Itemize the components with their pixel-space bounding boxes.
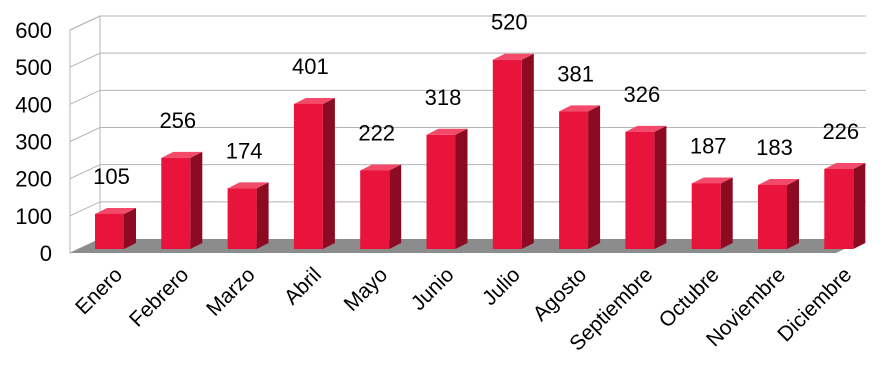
- category-label: Octubre: [655, 263, 724, 332]
- bar-side: [455, 128, 468, 249]
- category-label: Febrero: [125, 263, 193, 331]
- data-label: 226: [822, 119, 859, 144]
- y-tick-label: 500: [15, 55, 52, 80]
- bar: [559, 105, 601, 250]
- bar-top: [293, 97, 335, 104]
- gridline: [69, 127, 866, 142]
- data-label: 401: [292, 54, 329, 79]
- bar-side: [853, 163, 866, 249]
- data-label: 520: [491, 10, 528, 35]
- bar: [824, 163, 866, 249]
- category-label: Mayo: [340, 263, 393, 316]
- bar: [293, 97, 335, 249]
- data-label: 318: [425, 85, 462, 110]
- data-label: 105: [93, 164, 130, 189]
- gridlines: [69, 15, 866, 217]
- bar-side: [654, 125, 667, 249]
- bar-front: [95, 213, 124, 249]
- bar: [758, 178, 799, 249]
- bar-front: [360, 170, 390, 249]
- bar: [360, 164, 402, 249]
- data-label: 187: [690, 133, 727, 158]
- gridline: [69, 89, 866, 105]
- bar-side: [521, 53, 534, 249]
- category-label: Abril: [280, 263, 326, 309]
- bar-front: [161, 157, 191, 249]
- bar-side: [190, 151, 203, 249]
- data-label: 183: [756, 135, 793, 160]
- bar: [161, 151, 203, 249]
- chart-floor: [70, 239, 866, 253]
- bar-top: [691, 177, 733, 184]
- y-tick-label: 600: [15, 18, 52, 43]
- bar-front: [492, 59, 522, 249]
- y-tick-label: 0: [40, 241, 52, 266]
- category-label: Enero: [71, 263, 127, 319]
- y-tick-label: 200: [15, 167, 52, 192]
- bar-top: [559, 105, 601, 112]
- bar-side: [588, 105, 601, 250]
- bar-top: [824, 163, 866, 170]
- data-label: 256: [159, 108, 196, 133]
- bar-top: [227, 182, 269, 189]
- bar: [426, 128, 468, 249]
- data-labels: 105 256 174 401 222 318 520 381 326 187 183 226: [93, 10, 859, 189]
- gridline: [69, 15, 866, 31]
- bar-front: [691, 183, 721, 249]
- bar: [691, 177, 733, 249]
- category-label: Julio: [478, 263, 525, 310]
- gridline: [69, 201, 866, 217]
- bar-top: [95, 207, 136, 214]
- category-label: Marzo: [202, 263, 260, 321]
- bar: [492, 53, 534, 249]
- bars: [95, 53, 866, 250]
- bar-top: [360, 164, 402, 171]
- data-label: 381: [557, 61, 594, 86]
- bar-top: [758, 178, 799, 185]
- bar-side: [787, 178, 799, 249]
- gridline: [69, 164, 866, 180]
- y-tick-label: 400: [15, 92, 52, 117]
- bar-side: [322, 97, 335, 249]
- data-label: 222: [358, 120, 395, 145]
- bar-top: [492, 53, 534, 60]
- bar: [227, 182, 269, 249]
- bar-top: [426, 128, 468, 135]
- y-tick-label: 300: [15, 130, 52, 155]
- bar-side: [389, 164, 402, 249]
- bar: [625, 125, 667, 249]
- gridline: [69, 52, 866, 68]
- bar-front: [824, 169, 854, 249]
- category-label: Agosto: [529, 263, 592, 326]
- y-axis-ticks: 0 100 200 300 400 500 600: [15, 18, 52, 266]
- bar-top: [625, 125, 667, 132]
- bar-front: [559, 111, 589, 250]
- data-label: 326: [624, 82, 661, 107]
- bar-side: [720, 177, 733, 249]
- data-label: 174: [226, 138, 263, 163]
- y-tick-label: 100: [15, 204, 52, 229]
- bar-front: [758, 184, 787, 249]
- floor: [70, 239, 866, 253]
- bar-front: [426, 134, 456, 249]
- bar-front: [625, 131, 655, 249]
- bar-front: [227, 188, 257, 249]
- bar-front: [293, 103, 323, 249]
- bar-top: [161, 151, 203, 158]
- bar: [95, 207, 136, 249]
- category-label: Junio: [407, 263, 459, 315]
- bar-side: [256, 182, 269, 249]
- bar-side: [124, 207, 136, 249]
